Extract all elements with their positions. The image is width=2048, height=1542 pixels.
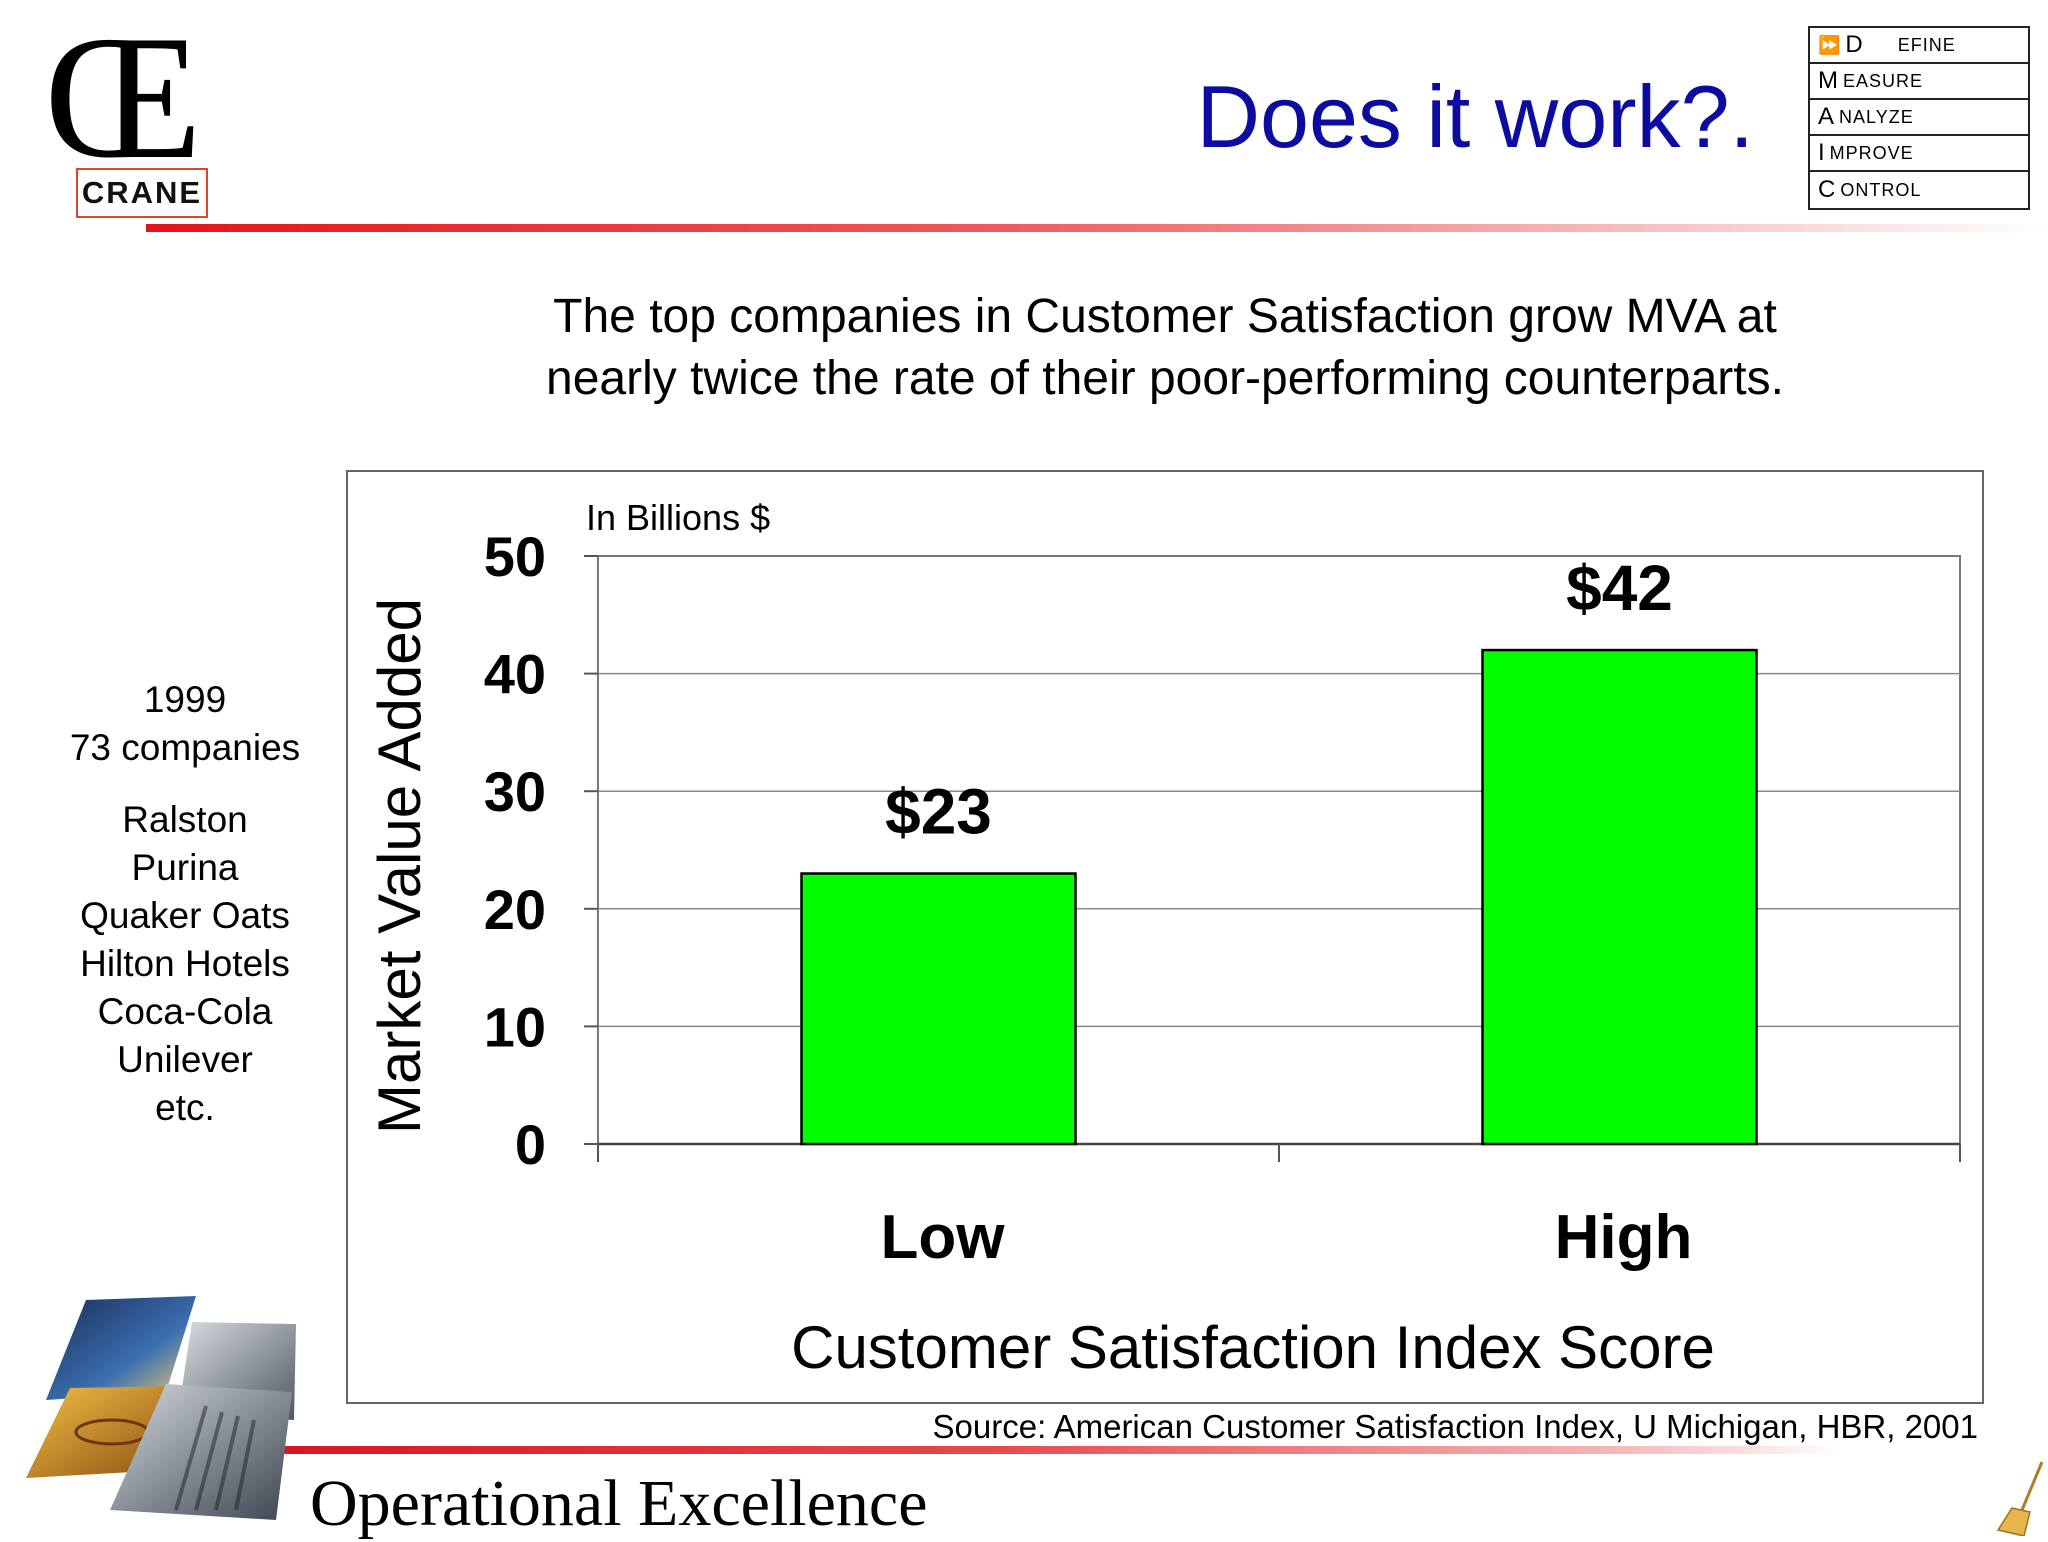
company-item: Coca-Cola <box>97 991 273 1032</box>
dmaic-define: ⏩ D EFINE <box>1810 28 2028 64</box>
header-divider <box>146 224 2046 232</box>
company-item: Purina <box>131 847 239 888</box>
dmaic-measure: M EASURE <box>1810 64 2028 100</box>
dmaic-box: ⏩ D EFINE M EASURE A NALYZE I MPROVE C ONTRO… <box>1808 26 2030 210</box>
dmaic-rest: EFINE <box>1897 34 1956 55</box>
dmaic-analyze: A NALYZE <box>1810 100 2028 136</box>
x-tick-label: High <box>1555 1203 1693 1272</box>
side-notes: 1999 73 companies Ralston Purina Quaker … <box>40 676 330 1132</box>
dmaic-initial: C <box>1818 176 1837 203</box>
y-tick-label: 40 <box>484 643 546 706</box>
dmaic-initial: A <box>1818 103 1836 130</box>
company-item: etc. <box>155 1087 215 1128</box>
dmaic-initial: I <box>1818 139 1826 166</box>
photo-collage-icon <box>26 1296 296 1520</box>
chart-frame: 0 10 20 30 40 50 $23 Low $42 High In Billions $ Cus… <box>346 470 1984 1404</box>
dmaic-rest: NALYZE <box>1839 106 1914 127</box>
slide-title: Does it work?. <box>1196 67 1754 166</box>
y-tick-label: 50 <box>484 525 546 588</box>
x-tick-label: Low <box>881 1203 1006 1272</box>
dmaic-initial: D <box>1845 31 1864 58</box>
subtitle-line: nearly twice the rate of their poor-perf… <box>546 352 1784 405</box>
note-count: 73 companies <box>69 727 301 768</box>
bar-chart: 0 10 20 30 40 50 $23 Low $42 High In Billions $ Cus… <box>366 497 1961 1381</box>
broom-icon <box>1996 1461 2044 1536</box>
footer-divider <box>284 1446 1844 1454</box>
bar-data-label: $42 <box>1566 552 1673 624</box>
note-year: 1999 <box>143 679 227 720</box>
y-axis-title: Market Value Added <box>366 598 433 1134</box>
units-note: In Billions $ <box>586 497 770 538</box>
y-tick-label: 10 <box>484 995 546 1058</box>
company-item: Quaker Oats <box>80 895 290 936</box>
y-tick-label: 0 <box>515 1113 546 1176</box>
footer-title: Operational Excellence <box>310 1467 928 1540</box>
dmaic-rest: MPROVE <box>1829 142 1914 163</box>
bar <box>1481 648 1758 1146</box>
bar-data-label: $23 <box>885 776 992 848</box>
y-tick-label: 20 <box>484 878 546 941</box>
note-gap <box>40 772 330 796</box>
slide-subtitle: The top companies in Customer Satisfacti… <box>420 286 1910 410</box>
dmaic-improve: I MPROVE <box>1810 136 2028 172</box>
company-item: Unilever <box>117 1039 253 1080</box>
dmaic-rest: ONTROL <box>1840 179 1922 200</box>
source-note: Source: American Customer Satisfaction I… <box>932 1408 1978 1445</box>
logo-mark: Œ <box>44 0 202 196</box>
company-item: Ralston <box>122 799 248 840</box>
x-axis-title: Customer Satisfaction Index Score <box>791 1314 1715 1381</box>
dmaic-initial: M <box>1818 67 1839 94</box>
y-tick-label: 30 <box>484 760 546 823</box>
logo-company-name: CRANE <box>76 168 208 218</box>
company-item: Hilton Hotels <box>80 943 290 984</box>
dmaic-control: C ONTROL <box>1810 172 2028 208</box>
fast-forward-icon: ⏩ <box>1818 34 1842 55</box>
bar <box>800 872 1077 1146</box>
dmaic-rest: EASURE <box>1843 70 1924 91</box>
subtitle-line: The top companies in Customer Satisfacti… <box>553 290 1777 343</box>
